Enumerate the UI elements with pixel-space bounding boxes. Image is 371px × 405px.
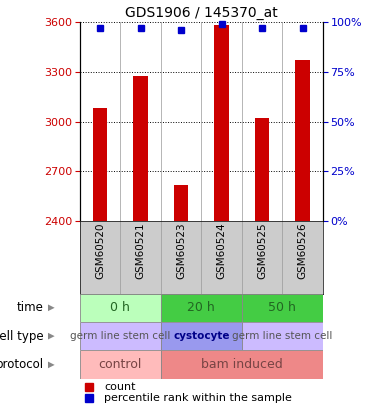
Text: GSM60523: GSM60523 [176,222,186,279]
Bar [242,322,323,350]
Bar [161,322,242,350]
Text: percentile rank within the sample: percentile rank within the sample [104,393,292,403]
Text: control: control [99,358,142,371]
Bar [80,350,161,379]
Title: GDS1906 / 145370_at: GDS1906 / 145370_at [125,6,278,20]
Text: germ line stem cell: germ line stem cell [70,331,170,341]
Text: 20 h: 20 h [187,301,215,314]
Text: cystocyte: cystocyte [173,331,230,341]
Text: time: time [17,301,44,314]
Bar [242,294,323,322]
Bar [161,350,323,379]
Bar [161,294,242,322]
Text: 50 h: 50 h [268,301,296,314]
Text: protocol: protocol [0,358,44,371]
Bar [255,118,269,221]
Bar [295,60,310,221]
Text: GSM60526: GSM60526 [298,222,308,279]
Text: GSM60520: GSM60520 [95,222,105,279]
Bar [134,76,148,221]
Text: GSM60521: GSM60521 [135,222,145,279]
Bar [174,185,188,221]
Text: cell type: cell type [0,330,44,343]
Text: 0 h: 0 h [110,301,130,314]
Bar [93,108,107,221]
Text: GSM60524: GSM60524 [217,222,227,279]
Text: germ line stem cell: germ line stem cell [232,331,332,341]
Bar [80,294,161,322]
Bar [214,25,229,221]
Text: bam induced: bam induced [201,358,283,371]
Text: count: count [104,382,135,392]
Text: GSM60525: GSM60525 [257,222,267,279]
Bar [80,322,161,350]
